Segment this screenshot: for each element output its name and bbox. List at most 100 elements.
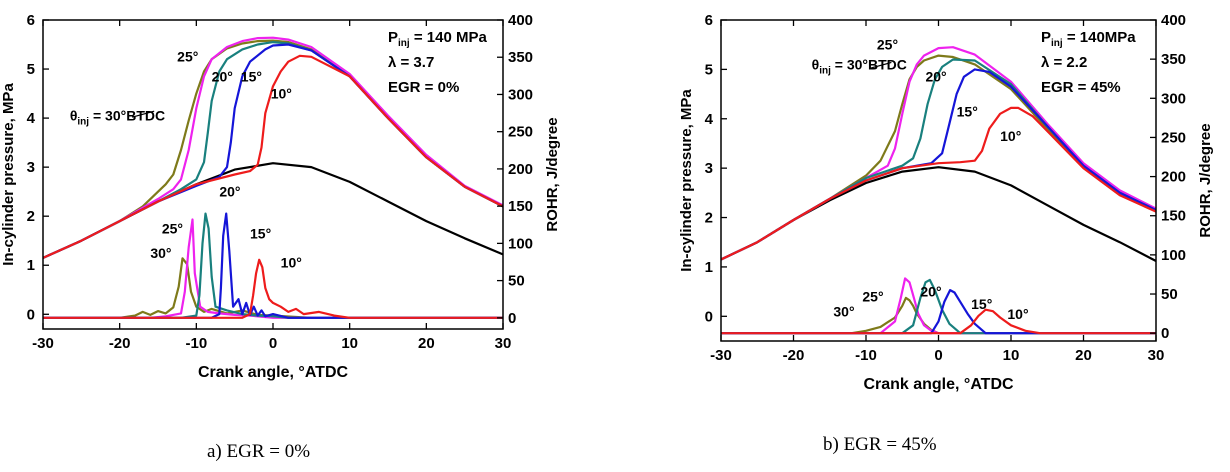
series-pressure-motored bbox=[43, 162, 503, 259]
y2-tick-label: 300 bbox=[1161, 90, 1186, 107]
rohr-curve-label: 15° bbox=[250, 225, 271, 241]
y2-tick-label: 400 bbox=[508, 12, 533, 29]
y-tick-label: 4 bbox=[27, 110, 36, 127]
x-tick-label: 0 bbox=[934, 347, 942, 364]
y2-axis-label: ROHR, J/degree bbox=[1197, 123, 1214, 237]
pressure-curve-label: 20° bbox=[212, 68, 233, 84]
series-pressure-25deg bbox=[43, 36, 503, 259]
x-axis-label: Crank angle, °ATDC bbox=[863, 376, 1014, 393]
y2-tick-label: 350 bbox=[1161, 51, 1186, 68]
y-tick-label: 0 bbox=[27, 306, 35, 323]
caption-egr-0: a) EGR = 0% bbox=[207, 441, 311, 462]
series-group bbox=[43, 36, 503, 319]
series-pressure-motored bbox=[721, 166, 1156, 262]
series-rohr-10deg bbox=[43, 258, 503, 319]
pressure-curve-label: 15° bbox=[241, 68, 262, 84]
x-tick-label: 20 bbox=[1075, 347, 1092, 364]
rohr-curve-label: 10° bbox=[1007, 306, 1028, 322]
y-axis-label: In-cylinder pressure, MPa bbox=[678, 89, 695, 272]
rohr-curve-label: 20° bbox=[219, 184, 240, 200]
series-rohr-15deg bbox=[721, 289, 1156, 335]
x-tick-label: -30 bbox=[710, 347, 732, 364]
series-rohr-10deg bbox=[721, 308, 1156, 335]
x-tick-label: -20 bbox=[783, 347, 805, 364]
y-tick-label: 2 bbox=[27, 208, 35, 225]
series-rohr-20deg bbox=[721, 278, 1156, 335]
rohr-curve-label: 20° bbox=[920, 284, 941, 300]
y-tick-label: 0 bbox=[705, 308, 713, 325]
y2-axis-label: ROHR, J/degree bbox=[544, 117, 561, 231]
y2-tick-label: 200 bbox=[1161, 169, 1186, 186]
y2-tick-label: 300 bbox=[508, 86, 533, 103]
x-tick-label: 30 bbox=[1148, 347, 1165, 364]
rohr-curve-label: 10° bbox=[281, 255, 302, 271]
pressure-curve-label: 15° bbox=[957, 103, 978, 119]
y-axis-label: In-cylinder pressure, MPa bbox=[0, 83, 17, 266]
pressure-curve-label: 25° bbox=[177, 49, 198, 65]
annotation-pinj: Pinj = 140 MPa bbox=[388, 29, 487, 49]
rohr-curve-label: 25° bbox=[862, 288, 883, 304]
rohr-curve-label: 30° bbox=[833, 303, 854, 319]
x-tick-label: -10 bbox=[855, 347, 877, 364]
x-axis-label: Crank angle, °ATDC bbox=[198, 364, 349, 381]
annotation-egr: EGR = 45% bbox=[1041, 79, 1121, 96]
y2-tick-label: 50 bbox=[1161, 286, 1178, 303]
y2-tick-label: 100 bbox=[1161, 247, 1186, 264]
rohr-curve-label: 25° bbox=[162, 220, 183, 236]
y-tick-label: 4 bbox=[705, 111, 714, 128]
x-tick-label: 20 bbox=[418, 335, 435, 352]
x-tick-label: 10 bbox=[341, 335, 358, 352]
x-tick-label: 10 bbox=[1003, 347, 1020, 364]
y-tick-label: 3 bbox=[705, 160, 713, 177]
series-rohr-15deg bbox=[43, 212, 503, 319]
series-rohr-30deg bbox=[721, 296, 1156, 335]
y-tick-label: 6 bbox=[705, 12, 713, 29]
rohr-curve-label: 30° bbox=[150, 245, 171, 261]
pressure-curve-label: 25° bbox=[877, 37, 898, 53]
x-tick-label: -30 bbox=[32, 335, 54, 352]
y2-tick-label: 350 bbox=[508, 49, 533, 66]
theta-leader bbox=[869, 61, 892, 70]
y-tick-label: 5 bbox=[705, 61, 713, 78]
y2-tick-label: 100 bbox=[508, 235, 533, 252]
pressure-curve-label: 10° bbox=[1000, 128, 1021, 144]
y2-tick-label: 150 bbox=[1161, 208, 1186, 225]
pressure-curve-label: 10° bbox=[271, 85, 292, 101]
annotation-theta-inj: θinj = 30°BTDC bbox=[812, 56, 907, 76]
series-pressure-10deg bbox=[721, 106, 1156, 261]
y2-tick-label: 250 bbox=[1161, 129, 1186, 146]
x-tick-label: 0 bbox=[269, 335, 277, 352]
y2-tick-label: 50 bbox=[508, 273, 525, 290]
x-tick-label: 30 bbox=[495, 335, 512, 352]
y2-tick-label: 0 bbox=[1161, 325, 1169, 342]
series-pressure-10deg bbox=[43, 54, 503, 259]
annotation-lambda: λ = 3.7 bbox=[388, 54, 434, 71]
annotation-pinj: Pinj = 140MPa bbox=[1041, 29, 1136, 49]
rohr-curve-label: 15° bbox=[971, 296, 992, 312]
pressure-curve-label: 20° bbox=[925, 69, 946, 85]
y2-tick-label: 400 bbox=[1161, 12, 1186, 29]
y2-tick-label: 250 bbox=[508, 124, 533, 141]
chart-0: -30 -20 -10 0 10 20 30012345605010015020025030… bbox=[0, 12, 561, 381]
y2-tick-label: 150 bbox=[508, 198, 533, 215]
y-tick-label: 3 bbox=[27, 159, 35, 176]
y-tick-label: 6 bbox=[27, 12, 35, 29]
theta-leader bbox=[132, 110, 155, 118]
y-tick-label: 5 bbox=[27, 61, 35, 78]
chart-1: -30 -20 -10 0 10 20 30012345605010015020025030… bbox=[678, 12, 1214, 393]
y2-tick-label: 200 bbox=[508, 161, 533, 178]
caption-egr-45: b) EGR = 45% bbox=[823, 434, 937, 455]
annotation-theta-inj: θinj = 30°BTDC bbox=[70, 108, 165, 128]
series-pressure-15deg bbox=[721, 68, 1156, 261]
y2-tick-label: 0 bbox=[508, 310, 516, 327]
x-tick-label: -10 bbox=[185, 335, 207, 352]
y-tick-label: 1 bbox=[27, 257, 35, 274]
y-tick-label: 2 bbox=[705, 210, 713, 227]
y-tick-label: 1 bbox=[705, 259, 713, 276]
series-group bbox=[721, 46, 1156, 335]
x-tick-label: -20 bbox=[109, 335, 131, 352]
annotation-lambda: λ = 2.2 bbox=[1041, 54, 1087, 71]
annotation-egr: EGR = 0% bbox=[388, 79, 459, 96]
series-rohr-30deg bbox=[43, 257, 503, 319]
